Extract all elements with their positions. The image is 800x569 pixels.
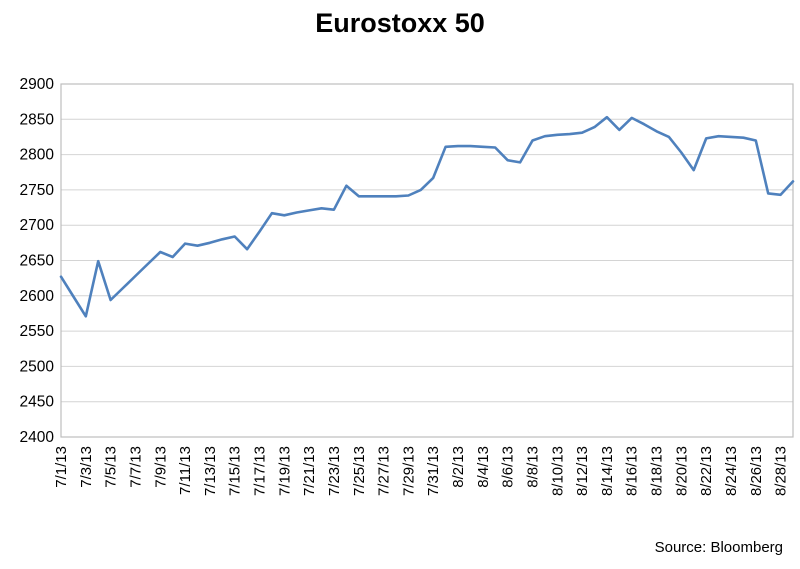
source-note: Source: Bloomberg <box>654 539 783 556</box>
x-tick-label: 8/2/13 <box>450 446 467 488</box>
x-tick-label: 7/5/13 <box>103 446 120 488</box>
y-axis-labels: 2400 2450 2500 2550 2600 2650 2700 2750 2800 2850… <box>20 76 55 446</box>
x-tick-label: 8/4/13 <box>475 446 492 488</box>
plot-border <box>60 83 794 438</box>
x-tick-label: 7/15/13 <box>227 446 244 496</box>
x-tick-label: 7/1/13 <box>53 446 70 488</box>
x-tick-label: 8/28/13 <box>773 446 790 496</box>
y-tick-label: 2450 <box>20 394 55 411</box>
y-tick-label: 2400 <box>20 429 55 446</box>
x-tick-label: 8/14/13 <box>599 446 616 496</box>
y-tick-label: 2900 <box>20 76 55 93</box>
gridlines <box>61 83 793 438</box>
y-tick-label: 2700 <box>20 217 55 234</box>
x-tick-label: 7/9/13 <box>152 446 169 488</box>
x-tick-label: 7/27/13 <box>376 446 393 496</box>
chart-title: Eurostoxx 50 <box>315 8 485 38</box>
y-tick-label: 2600 <box>20 288 55 305</box>
x-tick-label: 7/23/13 <box>326 446 343 496</box>
x-tick-label: 8/12/13 <box>574 446 591 496</box>
x-tick-label: 8/10/13 <box>549 446 566 496</box>
x-tick-label: 8/16/13 <box>624 446 641 496</box>
x-tick-label: 7/13/13 <box>202 446 219 496</box>
x-tick-label: 7/19/13 <box>276 446 293 496</box>
y-tick-label: 2550 <box>20 323 55 340</box>
x-tick-label: 7/21/13 <box>301 446 318 496</box>
x-tick-label: 7/31/13 <box>425 446 442 496</box>
x-tick-label: 7/11/13 <box>177 446 194 495</box>
x-tick-label: 8/8/13 <box>524 446 541 488</box>
x-tick-label: 7/29/13 <box>400 446 417 496</box>
x-tick-label: 7/7/13 <box>127 446 144 488</box>
x-tick-label: 7/3/13 <box>78 446 95 488</box>
x-tick-label: 8/18/13 <box>649 446 666 496</box>
x-tick-label: 7/25/13 <box>351 446 368 496</box>
x-tick-label: 8/22/13 <box>698 446 715 496</box>
y-tick-label: 2750 <box>20 182 55 199</box>
y-tick-label: 2650 <box>20 253 55 270</box>
x-tick-label: 8/6/13 <box>500 446 517 488</box>
y-tick-label: 2500 <box>20 358 55 375</box>
x-tick-label: 8/24/13 <box>723 446 740 496</box>
x-tick-label: 7/17/13 <box>252 446 269 496</box>
x-tick-label: 8/26/13 <box>748 446 765 496</box>
x-axis-labels: 7/1/13 7/3/13 7/5/13 7/7/13 7/9/13 7/11/13 7/1… <box>53 446 790 496</box>
x-tick-label: 8/20/13 <box>673 446 690 496</box>
y-tick-label: 2850 <box>20 111 55 128</box>
series-line <box>59 115 795 318</box>
y-tick-label: 2800 <box>20 147 55 164</box>
